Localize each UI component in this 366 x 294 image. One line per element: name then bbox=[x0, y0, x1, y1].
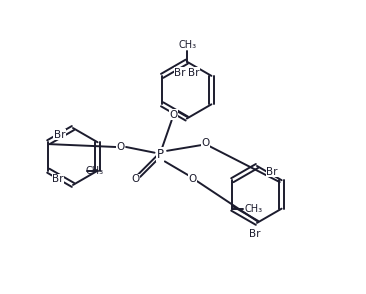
Text: O: O bbox=[202, 138, 210, 148]
Text: CH₃: CH₃ bbox=[86, 166, 104, 176]
Text: Br: Br bbox=[249, 228, 261, 238]
Text: Br: Br bbox=[52, 174, 64, 184]
Text: Br: Br bbox=[188, 68, 199, 78]
Text: CH₃: CH₃ bbox=[244, 204, 263, 214]
Text: P: P bbox=[157, 148, 164, 161]
Text: O: O bbox=[116, 142, 124, 152]
Text: O: O bbox=[188, 174, 197, 184]
Text: O: O bbox=[169, 110, 178, 120]
Text: CH₃: CH₃ bbox=[179, 40, 197, 50]
Text: Br: Br bbox=[174, 68, 186, 78]
Text: Br: Br bbox=[266, 167, 278, 177]
Text: O: O bbox=[131, 174, 140, 184]
Text: Br: Br bbox=[54, 130, 66, 140]
